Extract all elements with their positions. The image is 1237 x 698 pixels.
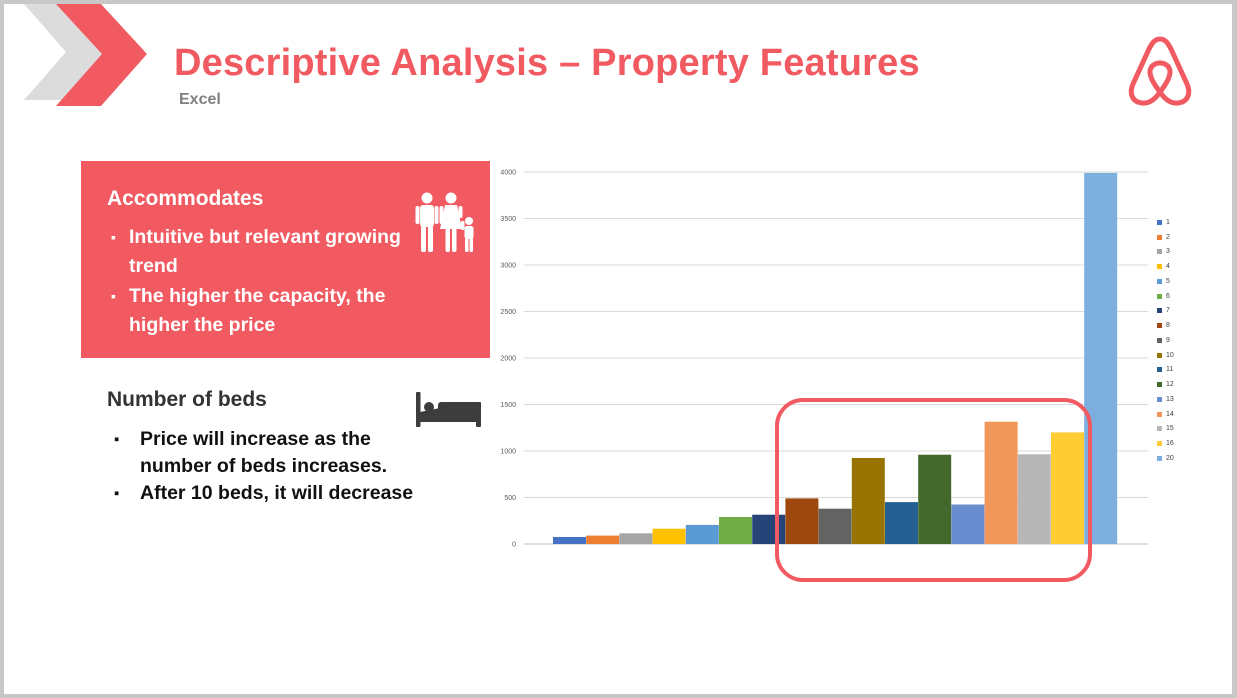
bar-beds-11 [885,502,918,544]
legend-item: 4 [1157,259,1174,274]
bar-beds-15 [1017,454,1051,544]
bar-beds-6 [719,517,752,544]
y-tick-label: 3000 [500,263,516,270]
legend-label: 20 [1166,454,1174,462]
legend-label: 10 [1166,351,1174,359]
legend-label: 8 [1166,322,1170,330]
legend-label: 1 [1166,218,1170,226]
chevron-arrows-icon [24,4,147,106]
legend-label: 16 [1166,440,1174,448]
legend-label: 14 [1166,410,1174,418]
list-item: Intuitive but relevant growing trend [111,223,411,281]
bar-beds-5 [685,524,719,544]
legend-label: 9 [1166,336,1170,344]
legend-item: 6 [1157,289,1174,304]
legend-swatch [1157,426,1162,432]
slide-subtitle: Excel [179,91,221,108]
legend-swatch [1157,264,1162,270]
legend-label: 13 [1166,395,1174,403]
legend-swatch [1157,234,1162,240]
slide-title: Descriptive Analysis – Property Features [174,42,920,84]
accommodates-panel: Accommodates Intuitive but relevant grow… [81,161,490,358]
legend-item: 2 [1157,230,1174,245]
legend-item: 15 [1157,422,1174,437]
legend-swatch [1157,411,1162,417]
accommodates-title: Accommodates [107,187,264,210]
legend-item: 13 [1157,392,1174,407]
bar-beds-12 [918,454,952,544]
slide: Descriptive Analysis – Property Features… [4,4,1232,694]
bar-beds-7 [752,514,786,544]
family-icon [415,192,474,252]
legend-item: 12 [1157,377,1174,392]
legend-swatch [1157,219,1162,225]
beds-bullets: Price will increase as the number of bed… [114,426,434,507]
legend-item: 14 [1157,407,1174,422]
y-tick-label: 1500 [500,402,516,409]
legend-swatch [1157,382,1162,388]
bar-beds-16 [1051,432,1084,544]
legend-item: 1 [1157,215,1174,230]
legend-label: 15 [1166,425,1174,433]
list-item: Price will increase as the number of bed… [114,426,434,480]
bar-beds-4 [652,528,686,544]
legend-label: 6 [1166,292,1170,300]
bar-beds-9 [818,508,852,544]
bar-beds-14 [984,421,1018,544]
chart-legend: 1 2 3 4 5 6 7 8 9 10 11 12 13 14 15 16 20 [1157,215,1174,466]
legend-label: 3 [1166,248,1170,256]
accommodates-bullets: Intuitive but relevant growing trend The… [111,223,411,341]
legend-swatch [1157,337,1162,343]
legend-item: 3 [1157,245,1174,260]
legend-swatch [1157,367,1162,373]
y-tick-label: 0 [512,542,516,549]
y-tick-label: 2500 [500,309,516,316]
legend-item: 11 [1157,363,1174,378]
legend-label: 5 [1166,277,1170,285]
legend-swatch [1157,249,1162,255]
legend-label: 12 [1166,381,1174,389]
legend-item: 20 [1157,451,1174,466]
legend-item: 10 [1157,348,1174,363]
airbnb-logo-icon [1128,36,1192,106]
legend-item: 7 [1157,304,1174,319]
list-item: The higher the capacity, the higher the … [111,282,411,340]
bar-beds-3 [619,533,653,544]
legend-item: 5 [1157,274,1174,289]
y-tick-label: 4000 [500,170,516,177]
legend-item: 9 [1157,333,1174,348]
legend-label: 2 [1166,233,1170,241]
beds-title: Number of beds [107,388,267,411]
legend-swatch [1157,352,1162,358]
bar-beds-1 [553,537,586,544]
y-tick-label: 500 [504,495,516,502]
highlight-box [775,398,1092,582]
y-tick-label: 1000 [500,449,516,456]
bar-beds-8 [785,498,819,544]
legend-label: 4 [1166,263,1170,271]
legend-swatch [1157,308,1162,314]
bed-icon [416,392,481,427]
legend-swatch [1157,293,1162,299]
legend-label: 7 [1166,307,1170,315]
legend-label: 11 [1166,366,1174,374]
legend-swatch [1157,396,1162,402]
legend-swatch [1157,278,1162,284]
price-by-beds-chart: 4000 3500 3000 2500 2000 1500 1000 500 0 [500,170,1148,549]
y-tick-label: 3500 [500,216,516,223]
legend-item: 16 [1157,436,1174,451]
bar-beds-2 [586,535,620,544]
legend-swatch [1157,455,1162,461]
bar-beds-10 [851,458,885,544]
legend-item: 8 [1157,318,1174,333]
list-item: After 10 beds, it will decrease [114,480,434,507]
y-tick-label: 2000 [500,356,516,363]
bar-beds-13 [951,504,985,544]
legend-swatch [1157,323,1162,329]
legend-swatch [1157,441,1162,447]
